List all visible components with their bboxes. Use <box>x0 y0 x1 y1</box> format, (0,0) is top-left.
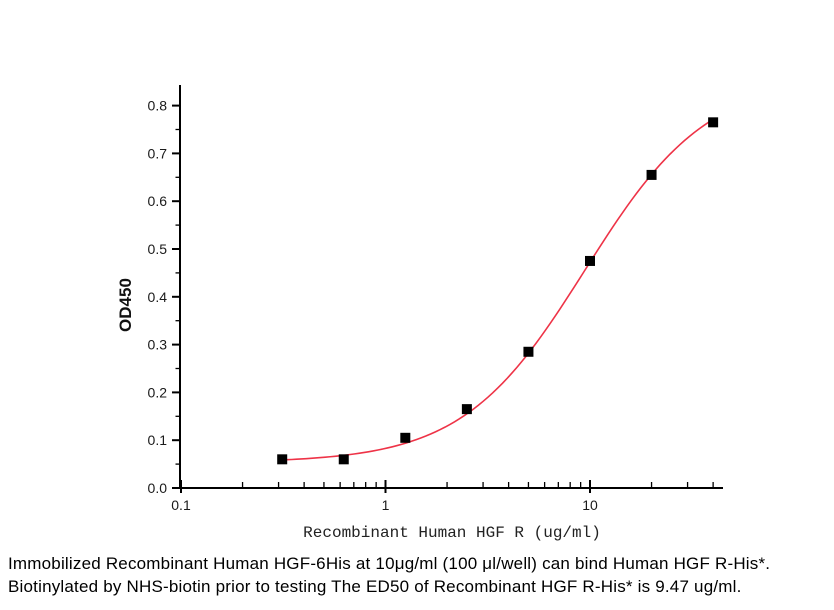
y-tick-label: 0.8 <box>148 98 168 114</box>
data-point-marker <box>277 454 288 465</box>
data-point-marker <box>646 169 657 180</box>
data-point-marker <box>400 432 411 443</box>
y-tick-label: 0.1 <box>148 432 168 448</box>
x-tick-label: 1 <box>382 497 390 513</box>
data-point-marker <box>708 117 719 128</box>
x-tick-label: 10 <box>582 497 598 513</box>
caption-line-1: Immobilized Recombinant Human HGF-6His a… <box>8 554 771 573</box>
y-tick-label: 0.6 <box>148 193 168 209</box>
y-tick-label: 0.3 <box>148 337 168 353</box>
x-axis-title: Recombinant Human HGF R (ug/ml) <box>303 524 601 542</box>
y-tick-label: 0.5 <box>148 241 168 257</box>
binding-curve-chart: 0.00.10.20.30.40.50.60.70.80.1 1 10OD450Re… <box>116 85 723 542</box>
y-tick-label: 0.7 <box>148 145 168 161</box>
data-point-marker <box>523 346 534 357</box>
y-axis-title: OD450 <box>116 278 135 332</box>
x-tick-label: 0.1 <box>171 497 191 513</box>
data-point-marker <box>338 454 349 465</box>
fit-curve <box>282 118 714 461</box>
y-tick-label: 0.2 <box>148 384 168 400</box>
caption-line-2: Biotinylated by NHS-biotin prior to test… <box>8 577 742 596</box>
data-point-marker <box>585 255 595 266</box>
data-point-marker <box>461 404 472 415</box>
y-tick-label: 0.0 <box>148 480 168 496</box>
figure-caption: Immobilized Recombinant Human HGF-6His a… <box>8 552 832 598</box>
y-tick-label: 0.4 <box>148 289 168 305</box>
